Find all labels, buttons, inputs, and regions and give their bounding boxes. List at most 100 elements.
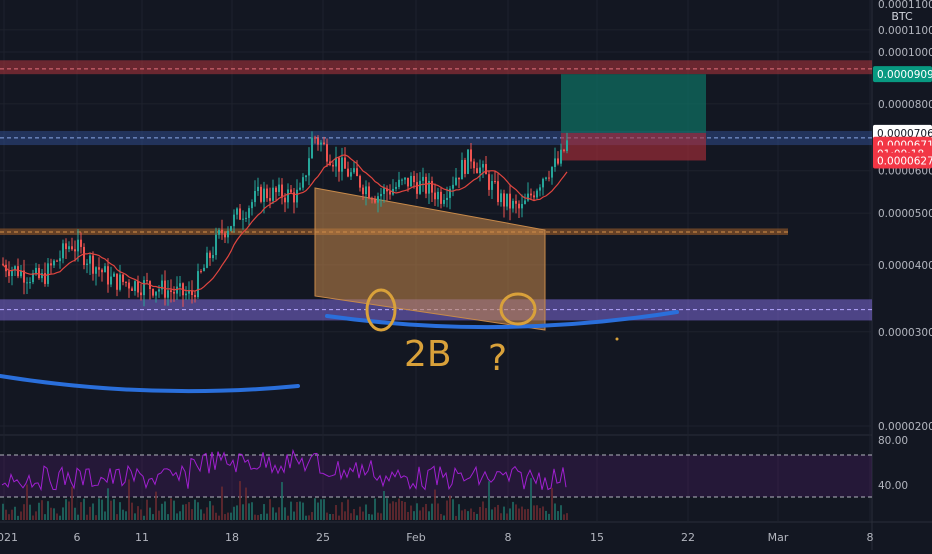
candle (116, 273, 118, 297)
candle (419, 172, 421, 195)
y-tick-label: 0.0000300 (878, 327, 932, 339)
volume-bar (74, 507, 76, 520)
y-tick-label: 0.0001100 (878, 0, 932, 11)
volume-bar (284, 507, 286, 520)
candle (287, 183, 289, 209)
candle (371, 196, 373, 204)
candle (449, 185, 451, 210)
volume-bar (467, 511, 469, 520)
volume-bar (428, 511, 430, 520)
candle (29, 277, 31, 289)
candle (83, 243, 85, 270)
candle (491, 174, 493, 200)
candle (68, 241, 70, 253)
x-tick-label: 8 (505, 531, 512, 544)
volume-bar (443, 515, 445, 520)
hand-drawings[interactable] (0, 288, 679, 394)
price-axis[interactable]: 0.00011000.00010000.00008000.00006000.00… (878, 0, 932, 492)
candle (74, 240, 76, 262)
candle (2, 257, 4, 267)
candle (98, 257, 100, 277)
candle (194, 290, 196, 303)
volume-bar (95, 515, 97, 520)
long-position-tool[interactable] (561, 74, 706, 161)
volume-bar (26, 484, 28, 520)
candle (26, 277, 28, 295)
volume-bar (248, 503, 250, 520)
volume-bar (458, 504, 460, 520)
candle (374, 195, 376, 204)
volume-bar (566, 513, 568, 520)
volume-bar (197, 502, 199, 520)
volume-bar (158, 510, 160, 520)
volume-bar (314, 498, 316, 520)
volume-bar (422, 507, 424, 520)
volume-bar (551, 487, 553, 520)
volume-bar (23, 504, 25, 520)
volume-bar (335, 505, 337, 520)
candle (317, 135, 319, 151)
x-tick-label: 15 (590, 531, 604, 544)
volume-bar (164, 501, 166, 520)
candle (305, 174, 307, 182)
volume-bar (548, 513, 550, 520)
candle (443, 194, 445, 207)
candle (425, 173, 427, 199)
volume-bar (479, 506, 481, 520)
volume-bar (377, 512, 379, 520)
candle (44, 262, 46, 287)
moving-average-line (2, 154, 568, 292)
candle (53, 259, 55, 269)
candle (140, 283, 142, 301)
volume-bar (512, 501, 514, 520)
volume-bar (497, 504, 499, 520)
volume-bar (545, 510, 547, 520)
annotation-question: ? (488, 338, 507, 379)
volume-bar (317, 502, 319, 520)
price-badge-label: 0.0000627 (877, 155, 932, 167)
candle (479, 159, 481, 182)
candle (563, 148, 565, 153)
volume-bar (347, 499, 349, 520)
volume-bar (263, 504, 265, 520)
volume-bar (32, 515, 34, 520)
candle (344, 147, 346, 169)
x-tick-label: 18 (225, 531, 239, 544)
candle (215, 227, 217, 260)
volume-bar (251, 502, 253, 520)
candle (266, 184, 268, 202)
candle (467, 149, 469, 175)
candle (239, 203, 241, 220)
candle (131, 286, 133, 291)
x-tick-label: 25 (316, 531, 330, 544)
y-tick-label: 0.0000500 (878, 208, 932, 220)
volume-bar (200, 509, 202, 520)
volume-bar (563, 514, 565, 520)
candle (512, 198, 514, 213)
volume-bar (50, 507, 52, 520)
candle (104, 263, 106, 273)
volume-bar (215, 512, 217, 520)
volume-bar (359, 506, 361, 520)
dot-marker (615, 337, 619, 341)
candle (242, 210, 244, 230)
volume-bar (290, 501, 292, 520)
time-axis[interactable]: 2021 6 11 18 25 Feb 8 15 22 Mar 8 (0, 531, 874, 544)
volume-bar (92, 503, 94, 520)
volume-bar (323, 499, 325, 520)
volume-bar (206, 507, 208, 520)
volume-bar (53, 508, 55, 520)
volume-bar (140, 509, 142, 520)
candle (401, 178, 403, 186)
volume-bar (131, 502, 133, 520)
candle (170, 279, 172, 303)
candle (410, 172, 412, 187)
volume-bar (245, 487, 247, 520)
volume-bar (392, 501, 394, 520)
candle (110, 266, 112, 288)
volume-bar (62, 507, 64, 520)
volume-bar (209, 501, 211, 520)
candle (320, 140, 322, 152)
volume-bar (461, 510, 463, 520)
